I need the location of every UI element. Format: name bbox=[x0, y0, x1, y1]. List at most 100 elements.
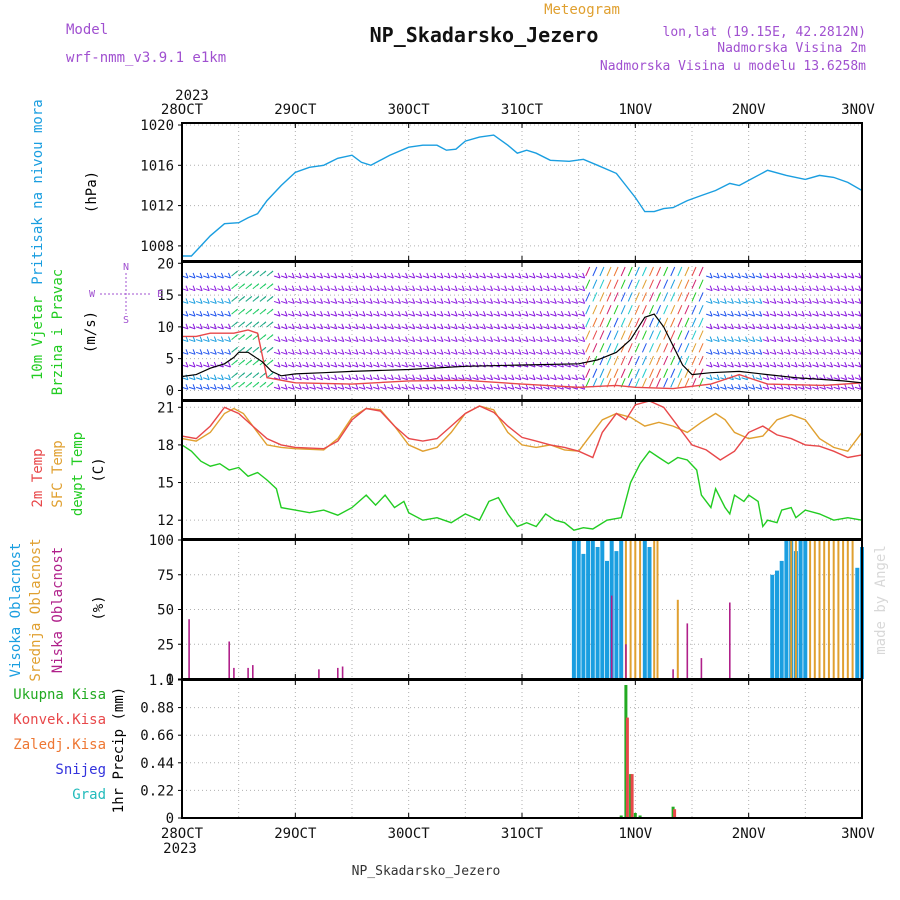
wind-barb bbox=[380, 275, 387, 279]
wind-barb-flag bbox=[206, 361, 210, 368]
wind-barb-flag bbox=[475, 336, 479, 342]
wind-barb-flag bbox=[320, 323, 324, 330]
wind-barb bbox=[798, 275, 805, 279]
wind-barb-flag bbox=[801, 272, 805, 279]
wind-barb-flag bbox=[369, 349, 373, 355]
wind-barb bbox=[451, 326, 458, 330]
wind-speed-line bbox=[181, 313, 863, 385]
wind-barb-flag bbox=[766, 374, 770, 380]
wind-barb-flag bbox=[560, 285, 564, 291]
wind-barb-flag bbox=[383, 285, 387, 291]
wind-barb bbox=[783, 326, 791, 330]
wind-barb-flag bbox=[398, 349, 401, 355]
precip-bar bbox=[638, 815, 642, 818]
wind-barb bbox=[351, 300, 359, 304]
wind-barb-flag bbox=[483, 384, 486, 390]
wind-barb-flag bbox=[461, 285, 465, 291]
wind-barb bbox=[698, 279, 704, 289]
wind-barb-flag bbox=[532, 323, 536, 330]
wind-barb-flag bbox=[426, 298, 430, 304]
wind-barb-flag bbox=[851, 285, 855, 291]
wind-barb-flag bbox=[844, 361, 848, 368]
wind-barb bbox=[528, 351, 536, 355]
wind-barb-flag bbox=[815, 323, 819, 330]
wind-barb-flag bbox=[447, 310, 451, 317]
wind-barb-flag bbox=[192, 384, 196, 390]
wind-barb-flag bbox=[497, 285, 501, 291]
wind-barb-flag bbox=[291, 374, 295, 380]
wind-barb bbox=[670, 292, 676, 302]
wind-barb-flag bbox=[490, 374, 494, 380]
wind-barb bbox=[776, 339, 784, 343]
wind-barb bbox=[188, 313, 196, 317]
wind-barb bbox=[656, 304, 662, 315]
wind-barb bbox=[507, 326, 514, 330]
wind-barb-flag bbox=[723, 272, 727, 279]
wind-barb-flag bbox=[284, 272, 288, 279]
wind-barb-flag bbox=[752, 374, 756, 380]
wind-barb-flag bbox=[490, 323, 494, 330]
wind-barb bbox=[769, 326, 777, 330]
wind-barb-flag bbox=[277, 361, 281, 368]
wind-barb-flag bbox=[440, 285, 444, 291]
wind-barb-flag bbox=[235, 346, 238, 350]
wind-barb-flag bbox=[560, 310, 564, 317]
wind-barb-flag bbox=[787, 323, 791, 330]
wind-barb-flag bbox=[738, 310, 741, 317]
cloud-ylabel-mid: Srednja Oblacnost bbox=[28, 538, 44, 681]
wind-barb bbox=[543, 351, 550, 355]
wind-barb-flag bbox=[369, 310, 373, 317]
cloud-bar bbox=[610, 595, 613, 679]
wind-barb bbox=[514, 288, 522, 292]
wind-barb bbox=[507, 377, 514, 381]
cloud-bar bbox=[228, 641, 230, 679]
wind-barb bbox=[429, 326, 437, 330]
wind-barb-flag bbox=[844, 323, 848, 330]
wind-barb-flag bbox=[858, 374, 862, 380]
wind-barb-flag bbox=[298, 272, 302, 279]
wind-barb-flag bbox=[405, 298, 409, 304]
wind-barb bbox=[366, 364, 373, 368]
wind-barb-flag bbox=[235, 321, 238, 325]
wind-barb-flag bbox=[242, 346, 246, 350]
wind-barb-flag bbox=[334, 272, 338, 279]
wind-barb bbox=[536, 339, 543, 343]
wind-barb-flag bbox=[426, 374, 430, 380]
wind-barb bbox=[833, 300, 840, 304]
wind-barb-flag bbox=[723, 310, 727, 317]
wind-barb bbox=[620, 355, 626, 366]
wind-barb bbox=[486, 288, 493, 292]
wind-barb bbox=[465, 386, 472, 390]
wind-barb bbox=[592, 378, 598, 388]
wind-barb-flag bbox=[235, 372, 238, 376]
wind-barb-flag bbox=[447, 384, 451, 390]
wind-barb-flag bbox=[752, 285, 756, 291]
wind-barb-flag bbox=[383, 361, 387, 368]
wind-barb-flag bbox=[808, 361, 812, 368]
wind-barb-flag bbox=[490, 285, 494, 291]
wind-barb-flag bbox=[398, 384, 401, 390]
wind-barb-flag bbox=[511, 298, 515, 304]
wind-barb bbox=[634, 304, 640, 315]
wind-barb bbox=[734, 300, 741, 304]
wind-barb bbox=[316, 364, 323, 368]
wind-barb bbox=[564, 377, 571, 381]
wind-barb bbox=[288, 313, 295, 317]
wind-barb bbox=[805, 351, 812, 355]
wind-barb-flag bbox=[398, 374, 401, 380]
wind-barb bbox=[224, 275, 231, 279]
wind-barb-flag bbox=[546, 272, 550, 279]
wind-barb bbox=[585, 292, 591, 302]
wind-barb bbox=[387, 339, 394, 343]
wind-barb bbox=[528, 288, 536, 292]
wind-barb bbox=[606, 266, 612, 277]
wind-barb bbox=[805, 288, 812, 292]
wind-barb-flag bbox=[752, 336, 756, 342]
wind-barb-flag bbox=[490, 310, 494, 317]
wind-barb-flag bbox=[270, 296, 274, 299]
wind-barb bbox=[380, 313, 387, 317]
wind-barb-flag bbox=[242, 372, 246, 376]
wind-barb bbox=[564, 326, 571, 330]
gust-line bbox=[182, 329, 863, 390]
